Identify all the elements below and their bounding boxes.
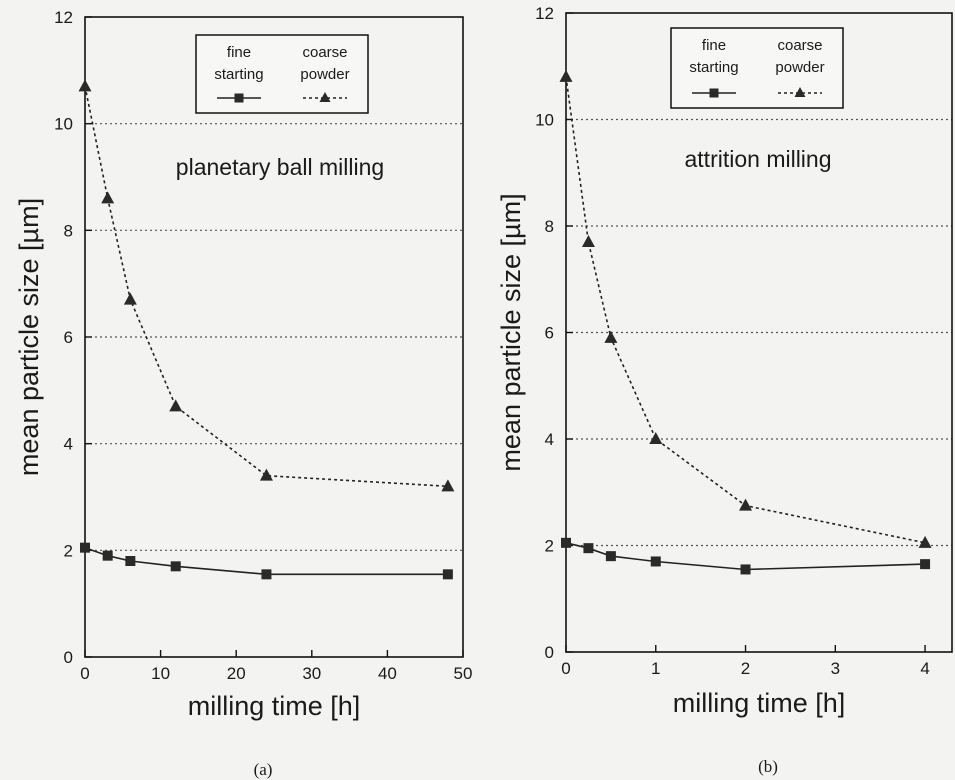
series-line-coarse-powder <box>84 86 448 488</box>
chart-title: planetary ball milling <box>176 154 384 180</box>
data-point <box>649 432 663 444</box>
data-point <box>101 191 115 204</box>
panel-caption-a: (a) <box>254 760 273 779</box>
data-point <box>740 564 751 575</box>
data-point <box>259 468 273 481</box>
y-tick-label: 10 <box>54 115 73 134</box>
y-axis-label: mean particle size [µm] <box>496 193 526 471</box>
legend-marker <box>709 88 719 98</box>
data-point <box>918 535 932 548</box>
data-point <box>102 550 113 561</box>
x-tick-label: 0 <box>80 664 89 683</box>
y-tick-label: 4 <box>64 435 73 454</box>
plot-frame <box>565 12 953 653</box>
y-tick-label: 10 <box>535 111 554 130</box>
y-tick-label: 2 <box>545 537 554 556</box>
legend: fine starting coarse powder <box>195 34 369 114</box>
x-tick-label: 1 <box>651 659 660 678</box>
x-tick-label: 50 <box>454 664 473 683</box>
x-tick-label: 10 <box>151 664 170 683</box>
data-point <box>605 551 616 562</box>
legend-box <box>670 27 844 109</box>
y-tick-label: 2 <box>64 541 73 560</box>
y-tick-label: 8 <box>545 217 554 236</box>
x-tick-label: 3 <box>831 659 840 678</box>
data-point <box>170 561 181 572</box>
legend-label: fine <box>227 44 251 61</box>
data-point <box>441 479 455 492</box>
legend-label: powder <box>775 59 824 76</box>
y-tick-label: 4 <box>545 430 554 449</box>
data-point <box>739 498 753 511</box>
data-point <box>581 234 595 247</box>
data-point <box>583 543 594 554</box>
y-tick-label: 6 <box>64 328 73 347</box>
panel-caption-b: (b) <box>758 757 778 776</box>
series-line-coarse-powder <box>565 76 926 544</box>
chart-panel-a: 0 2 4 6 8 10 12 0 10 20 30 40 50 milling time [h] mean… <box>14 8 472 721</box>
legend-label: powder <box>300 66 349 83</box>
x-tick-label: 20 <box>227 664 246 683</box>
x-tick-label: 2 <box>741 659 750 678</box>
y-tick-label: 6 <box>545 324 554 343</box>
x-axis-label: milling time [h] <box>188 691 361 721</box>
data-point <box>80 542 90 553</box>
data-point <box>561 537 571 548</box>
chart-title: attrition milling <box>685 146 832 172</box>
legend-label: coarse <box>777 37 822 54</box>
data-point <box>261 569 272 580</box>
x-tick-label: 40 <box>378 664 397 683</box>
legend-marker <box>794 87 806 97</box>
y-axis-label: mean particle size [µm] <box>14 198 44 476</box>
x-tick-label: 0 <box>561 659 570 678</box>
data-point <box>604 330 618 343</box>
legend: fine starting coarse powder <box>670 27 844 109</box>
x-tick-label: 30 <box>302 664 321 683</box>
data-point <box>125 556 136 566</box>
legend-label: fine <box>702 37 726 54</box>
y-tick-label: 12 <box>54 8 73 27</box>
data-point <box>123 292 137 305</box>
y-tick-label: 0 <box>545 643 554 662</box>
data-point <box>442 569 453 580</box>
x-tick-label: 4 <box>920 659 929 678</box>
legend-label: coarse <box>302 44 347 61</box>
data-point <box>78 79 92 92</box>
legend-box <box>195 34 369 114</box>
data-point <box>169 399 183 412</box>
legend-label: starting <box>689 59 738 76</box>
legend-marker <box>234 93 244 103</box>
data-point <box>559 69 573 82</box>
legend-marker <box>319 92 331 102</box>
legend-label: starting <box>214 66 263 83</box>
y-tick-label: 0 <box>64 648 73 667</box>
data-point <box>650 556 661 567</box>
y-tick-label: 8 <box>64 221 73 240</box>
data-point <box>920 559 931 570</box>
y-tick-label: 12 <box>535 4 554 23</box>
x-axis-label: milling time [h] <box>673 688 846 718</box>
